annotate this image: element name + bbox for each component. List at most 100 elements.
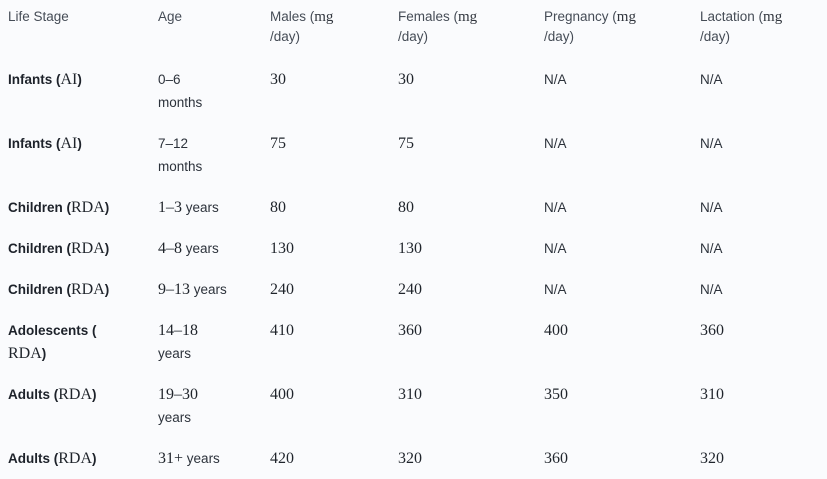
intake-value: 400 [544,322,568,339]
intake-value: 130 [398,240,422,257]
intake-value: 30 [398,71,414,88]
females-value-cell: 310 [398,374,544,438]
closing-paren: ) [77,136,82,151]
pregnancy-value-cell: N/A [544,123,700,187]
age-unit: months [158,95,203,110]
life-stage-cell: Children (RDA) [0,228,158,269]
table-row: Children (RDA) 4–8 years 130 130 N/A N/A [0,228,827,269]
age-cell: 1–3 years [158,187,270,228]
column-header: Pregnancy (mg/day) [544,0,700,59]
females-value-cell: 130 [398,228,544,269]
pregnancy-value-cell: N/A [544,59,700,123]
pregnancy-value-cell: N/A [544,187,700,228]
intake-value: N/A [544,136,567,151]
column-header: Life Stage [0,0,158,59]
closing-paren: ) [41,346,47,361]
age-cell: 9–13 years [158,269,270,310]
intake-value: 360 [398,322,422,339]
age-unit: years [186,451,220,466]
age-cell: 31+ years [158,438,270,479]
males-value-cell: 420 [270,438,398,479]
table-header: Life Stage Age Males (mg/day) Females (mg/d… [0,0,827,59]
abbr-text: RDA [58,386,93,403]
age-range: 9–13 [158,281,190,298]
column-header: Age [158,0,270,59]
closing-paren: ) [92,387,97,402]
lactation-value-cell: N/A [700,269,827,310]
age-range: 1–3 [158,199,182,216]
intake-value: 80 [270,199,286,216]
age-cell: 0–6 months [158,59,270,123]
life-stage-label: Infants ( [8,72,61,87]
age-range: 14–18 [158,322,198,339]
pregnancy-value-cell: 400 [544,310,700,374]
table-row: Adults (RDA) 19–30 years 400 310 350 310 [0,374,827,438]
age-unit: months [158,159,203,174]
age-unit: years [193,282,227,297]
females-value-cell: 75 [398,123,544,187]
life-stage-cell: Children (RDA) [0,269,158,310]
header-unit-serif: mg [616,9,636,25]
life-stage-cell: Infants (AI) [0,59,158,123]
age-cell: 4–8 years [158,228,270,269]
males-value-cell: 410 [270,310,398,374]
intake-value: N/A [700,136,723,151]
recommendation-type-abbr: RDA) [58,383,96,406]
table-row: Adolescents (RDA) 14–18 years 410 360 400 360 [0,310,827,374]
males-value-cell: 75 [270,123,398,187]
lactation-value-cell: N/A [700,187,827,228]
pregnancy-value-cell: 360 [544,438,700,479]
abbr-text: AI [60,71,78,88]
intake-value: 400 [270,386,294,403]
abbr-text: RDA [58,450,93,467]
intake-value: 310 [398,386,422,403]
age-range: 31+ [158,450,184,467]
intake-value: 360 [544,450,568,467]
life-stage-label: Children ( [8,282,71,297]
life-stage-label: Infants ( [8,136,61,151]
lactation-value-cell: 320 [700,438,827,479]
age-range: 7–12 [158,136,189,151]
header-unit-suffix: /day) [544,29,575,44]
intake-value: 310 [700,386,724,403]
recommendation-type-abbr: RDA) [58,447,96,470]
life-stage-label: Adolescents ( [8,323,97,338]
header-label: Lactation ( [700,9,764,24]
intake-value: 410 [270,322,294,339]
header-unit-suffix: /day) [398,29,429,44]
intake-value: 75 [270,135,286,152]
recommendation-type-abbr: RDA) [71,237,109,260]
header-unit-serif: mg [314,9,334,25]
males-value-cell: 30 [270,59,398,123]
pregnancy-value-cell: 350 [544,374,700,438]
lactation-value-cell: 310 [700,374,827,438]
intake-value: N/A [544,72,567,87]
life-stage-cell: Adolescents (RDA) [0,310,158,374]
intake-value: 350 [544,386,568,403]
intake-value: 130 [270,240,294,257]
males-value-cell: 130 [270,228,398,269]
life-stage-cell: Adults (RDA) [0,438,158,479]
table-row: Children (RDA) 9–13 years 240 240 N/A N/A [0,269,827,310]
header-label: Age [158,9,183,24]
females-value-cell: 320 [398,438,544,479]
life-stage-cell: Adults (RDA) [0,374,158,438]
intake-value: 80 [398,199,414,216]
header-unit-suffix: /day) [270,29,301,44]
males-value-cell: 400 [270,374,398,438]
age-unit: years [185,241,219,256]
intake-value: 360 [700,322,724,339]
age-cell: 7–12 months [158,123,270,187]
age-unit: years [158,346,192,361]
header-label: Females ( [398,9,459,24]
age-range: 4–8 [158,240,182,257]
abbr-text: AI [60,135,78,152]
table-row: Infants (AI) 7–12 months 75 75 N/A N/A [0,123,827,187]
closing-paren: ) [92,451,97,466]
age-unit: years [185,200,219,215]
age-range: 0–6 [158,72,181,87]
males-value-cell: 240 [270,269,398,310]
header-unit-serif: mg [763,9,783,25]
intake-value: N/A [700,241,723,256]
